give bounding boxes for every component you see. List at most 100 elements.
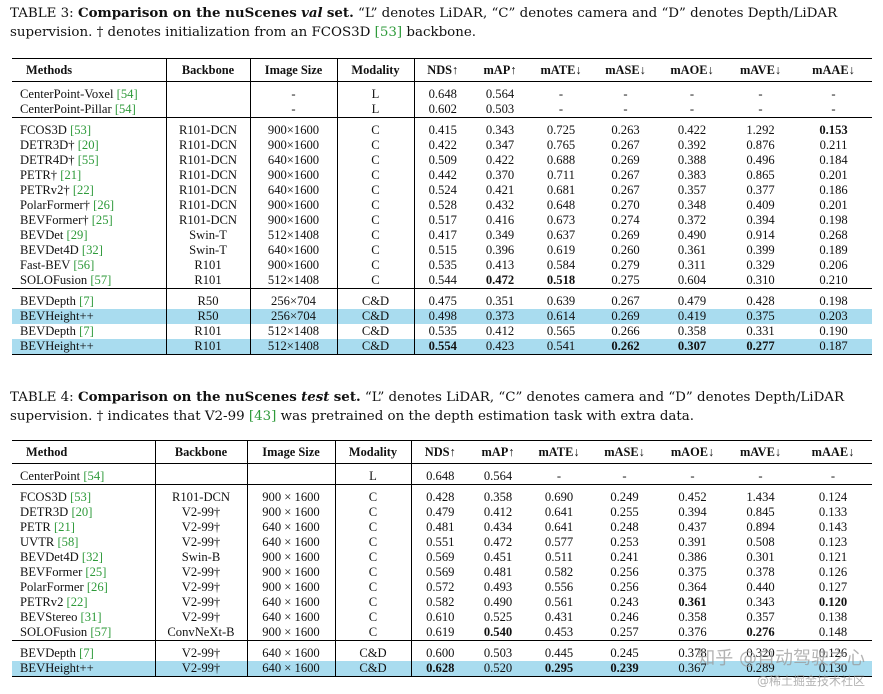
method-cell: BEVHeight++ xyxy=(12,309,167,324)
value-cell: 0.241 xyxy=(610,550,639,564)
citation-link[interactable]: [20] xyxy=(77,138,99,152)
value-cell: - xyxy=(689,102,695,116)
value-cell: 0.206 xyxy=(819,258,848,272)
table-row: CenterPoint-Pillar [54] - L 0.602 0.503- - - - - xyxy=(12,102,872,118)
table3-header-cell: NDS↑ xyxy=(414,58,471,82)
value-cell: 0.503 xyxy=(483,646,513,660)
value-cell: 0.508 xyxy=(746,535,775,549)
citation-link[interactable]: [54] xyxy=(116,87,138,101)
citation-link[interactable]: [7] xyxy=(79,324,94,338)
value-cell: 900×1600 xyxy=(250,168,338,183)
value-cell: 0.269 xyxy=(611,228,640,242)
value-cell: 0.876 xyxy=(746,138,775,152)
value-cell xyxy=(247,469,336,485)
citation-link[interactable]: [21] xyxy=(53,520,75,534)
table4-caption-title: Comparison on the nuScenes xyxy=(77,389,297,405)
value-cell: V2-99† xyxy=(155,646,248,661)
value-cell: V2-99† xyxy=(155,610,248,625)
value-cell: C&D xyxy=(337,339,415,355)
value-cell: R101 xyxy=(166,339,251,355)
citation-link[interactable]: [56] xyxy=(73,258,95,272)
table4-caption-ref[interactable]: [43] xyxy=(248,409,277,424)
citation-link[interactable]: [57] xyxy=(90,273,112,287)
citation-link[interactable]: [21] xyxy=(60,168,82,182)
value-cell: C xyxy=(335,535,412,550)
citation-link[interactable]: [54] xyxy=(114,102,136,116)
method-cell: BEVDepth [7] xyxy=(12,646,156,661)
value-cell: - xyxy=(250,102,338,118)
value-cell: C xyxy=(337,153,415,168)
value-cell: 0.535 xyxy=(428,324,457,338)
citation-link[interactable]: [7] xyxy=(79,294,94,308)
value-cell: 0.266 xyxy=(611,324,640,338)
citation-link[interactable]: [25] xyxy=(85,565,107,579)
value-cell xyxy=(166,102,251,118)
value-cell: R50 xyxy=(166,294,251,309)
table-row: BEVDepth [7] R50 256×704 C&D 0.475 0.351 0.639… xyxy=(12,294,872,309)
citation-link[interactable]: [26] xyxy=(86,580,108,594)
value-cell: 0.372 xyxy=(677,213,707,227)
value-cell: 256×704 xyxy=(250,294,338,309)
value-cell: V2-99† xyxy=(155,661,248,677)
table4-caption-title-end: set. xyxy=(333,389,361,405)
citation-link[interactable]: [57] xyxy=(90,625,112,639)
citation-link[interactable]: [55] xyxy=(77,153,99,167)
citation-link[interactable]: [32] xyxy=(81,243,103,257)
value-cell: 0.257 xyxy=(610,625,639,639)
value-cell: - xyxy=(831,102,836,116)
value-cell: 0.451 xyxy=(483,550,513,564)
citation-link[interactable]: [26] xyxy=(93,198,115,212)
value-cell: 0.120 xyxy=(818,595,848,609)
table4-header-cell: mASE↓ xyxy=(591,440,658,464)
table3-caption-title-end: set. xyxy=(326,5,354,21)
value-cell: 0.421 xyxy=(485,183,515,197)
method-cell: DETR3D [20] xyxy=(12,505,156,520)
value-cell: 900×1600 xyxy=(250,258,338,273)
value-cell: 0.189 xyxy=(819,243,848,257)
value-cell: 0.479 xyxy=(677,294,707,308)
value-cell: 640 × 1600 xyxy=(247,646,336,661)
table-row: BEVFormer [25] V2-99† 900 × 1600 C 0.569 0.48… xyxy=(12,565,872,580)
citation-link[interactable]: [53] xyxy=(70,123,92,137)
table4-header-cell: Image Size xyxy=(247,440,336,464)
citation-link[interactable]: [22] xyxy=(72,183,94,197)
value-cell: 640 × 1600 xyxy=(247,661,336,677)
value-cell: 0.610 xyxy=(426,610,455,624)
value-cell: R101 xyxy=(166,324,251,339)
value-cell: 0.413 xyxy=(485,258,515,272)
value-cell: 0.239 xyxy=(591,661,658,677)
table-row: BEVHeight++ V2-99† 640 × 1600 C&D 0.628 0.520… xyxy=(12,661,872,677)
value-cell: C xyxy=(337,123,415,138)
value-cell: 0.274 xyxy=(611,213,640,227)
value-cell: 0.198 xyxy=(819,294,848,308)
citation-link[interactable]: [29] xyxy=(66,228,88,242)
citation-link[interactable]: [31] xyxy=(80,610,102,624)
value-cell: 0.121 xyxy=(818,550,848,564)
method-cell: PETR† [21] xyxy=(12,168,167,183)
table3-header-cell: mASE↓ xyxy=(593,58,658,82)
citation-link[interactable]: [20] xyxy=(71,505,93,519)
value-cell: 512×1408 xyxy=(250,324,338,339)
value-cell: 0.148 xyxy=(818,625,848,639)
value-cell: 0.311 xyxy=(678,258,706,272)
citation-link[interactable]: [58] xyxy=(57,535,79,549)
value-cell: 0.515 xyxy=(428,243,457,257)
citation-link[interactable]: [7] xyxy=(79,646,94,660)
value-cell: 0.267 xyxy=(611,138,640,152)
citation-link[interactable]: [53] xyxy=(70,490,92,504)
table3-header-cell: mAOE↓ xyxy=(658,58,726,82)
value-cell: C&D xyxy=(337,324,415,339)
table-row: PolarFormer [26] V2-99† 900 × 1600 C 0.572 0.… xyxy=(12,580,872,595)
table-row: CenterPoint [54] L 0.648 0.564 - - - - - xyxy=(12,469,872,485)
method-cell: CenterPoint-Voxel [54] xyxy=(12,87,167,102)
method-cell: BEVStereo [31] xyxy=(12,610,156,625)
value-cell: 0.357 xyxy=(746,610,775,624)
value-cell: C xyxy=(335,610,412,625)
citation-link[interactable]: [22] xyxy=(66,595,88,609)
citation-link[interactable]: [32] xyxy=(81,550,103,564)
table3-caption-ref[interactable]: [53] xyxy=(374,25,403,40)
value-cell: - xyxy=(622,469,627,483)
value-cell: 0.275 xyxy=(611,273,640,287)
citation-link[interactable]: [54] xyxy=(83,469,105,483)
citation-link[interactable]: [25] xyxy=(91,213,113,227)
